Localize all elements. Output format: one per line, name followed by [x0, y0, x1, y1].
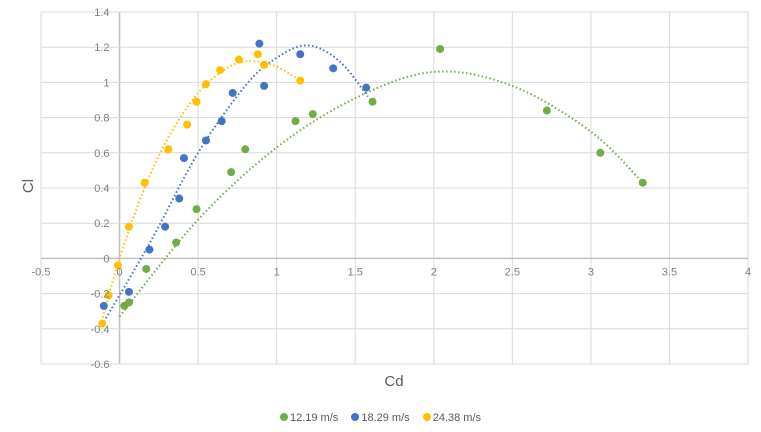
y-tick-label: -0.2 [91, 289, 110, 301]
gridlines [40, 11, 749, 365]
y-tick-label: 0.2 [94, 218, 109, 230]
data-point [124, 222, 133, 231]
x-tick-label: 1.5 [348, 266, 363, 278]
trendline [99, 60, 301, 326]
data-point [113, 261, 122, 270]
data-point [329, 64, 338, 73]
legend-item-12-19: 12.19 m/s [279, 412, 338, 424]
y-axis-title: Cl [20, 179, 37, 193]
data-point [172, 238, 181, 247]
y-tick-label: 1.2 [94, 42, 109, 54]
x-tick-label: 0 [116, 266, 122, 278]
data-point [260, 81, 269, 90]
data-point [183, 120, 192, 129]
data-point [124, 298, 133, 307]
data-points [98, 39, 647, 328]
data-point [124, 287, 133, 296]
data-point [104, 291, 113, 300]
data-point [216, 66, 225, 75]
data-point [436, 44, 445, 53]
legend-item-18-29: 18.29 m/s [351, 412, 410, 424]
data-point [179, 154, 188, 163]
yellow-dot-icon [422, 413, 431, 422]
tick-labels: -0.5 0 0.5 1 1.5 2 2.5 3 3.5 4 1.4 1.2 1 0.8 0.6 0.4 0.2… [32, 7, 752, 371]
y-tick-label: 1 [103, 77, 109, 89]
data-point [140, 178, 149, 187]
y-tick-label: 1.4 [94, 7, 109, 19]
x-tick-label: 1 [274, 266, 280, 278]
data-point [142, 264, 151, 273]
y-tick-label: -0.4 [91, 324, 110, 336]
trendline [118, 70, 644, 318]
data-point [255, 39, 264, 48]
data-point [201, 80, 210, 89]
data-point [308, 110, 317, 119]
x-tick-label: 4 [745, 266, 751, 278]
data-point [234, 55, 243, 64]
y-tick-label: 0 [103, 253, 109, 265]
data-point [296, 76, 305, 85]
data-point [362, 83, 371, 92]
x-tick-label: -0.5 [32, 266, 51, 278]
data-point [192, 205, 201, 214]
x-tick-label: 3 [588, 266, 594, 278]
data-point [175, 194, 184, 203]
data-point [638, 178, 647, 187]
data-point [368, 97, 377, 106]
data-point [253, 50, 262, 59]
data-point [291, 117, 300, 126]
data-point [542, 106, 551, 115]
y-tick-label: -0.6 [91, 359, 110, 371]
data-point [296, 50, 305, 59]
data-point [192, 97, 201, 106]
data-point [99, 301, 108, 310]
data-point [98, 319, 107, 328]
data-point [260, 60, 269, 69]
x-axis-title: Cd [384, 373, 403, 390]
trendlines [99, 44, 644, 326]
data-point [228, 88, 237, 97]
data-point [596, 148, 605, 157]
data-point [145, 245, 154, 254]
scatter-chart: -0.5 0 0.5 1 1.5 2 2.5 3 3.5 4 1.4 1.2 1 0.8 0.6 0.4 0.2… [20, 7, 752, 390]
data-point [161, 222, 170, 231]
x-tick-label: 0.5 [190, 266, 205, 278]
legend-item-24-38: 24.38 m/s [422, 412, 481, 424]
blue-dot-icon [351, 413, 360, 422]
data-point [201, 136, 210, 145]
x-tick-label: 2 [431, 266, 437, 278]
data-point [217, 117, 226, 126]
y-tick-label: 0.4 [94, 183, 109, 195]
green-dot-icon [279, 413, 288, 422]
x-tick-label: 2.5 [505, 266, 520, 278]
y-tick-label: 0.8 [94, 113, 109, 125]
y-tick-label: 0.6 [94, 148, 109, 160]
legend: 12.19 m/s 18.29 m/s 24.38 m/s [0, 412, 761, 424]
data-point [241, 145, 250, 154]
x-tick-label: 3.5 [662, 266, 677, 278]
data-point [227, 168, 236, 177]
data-point [164, 145, 173, 154]
